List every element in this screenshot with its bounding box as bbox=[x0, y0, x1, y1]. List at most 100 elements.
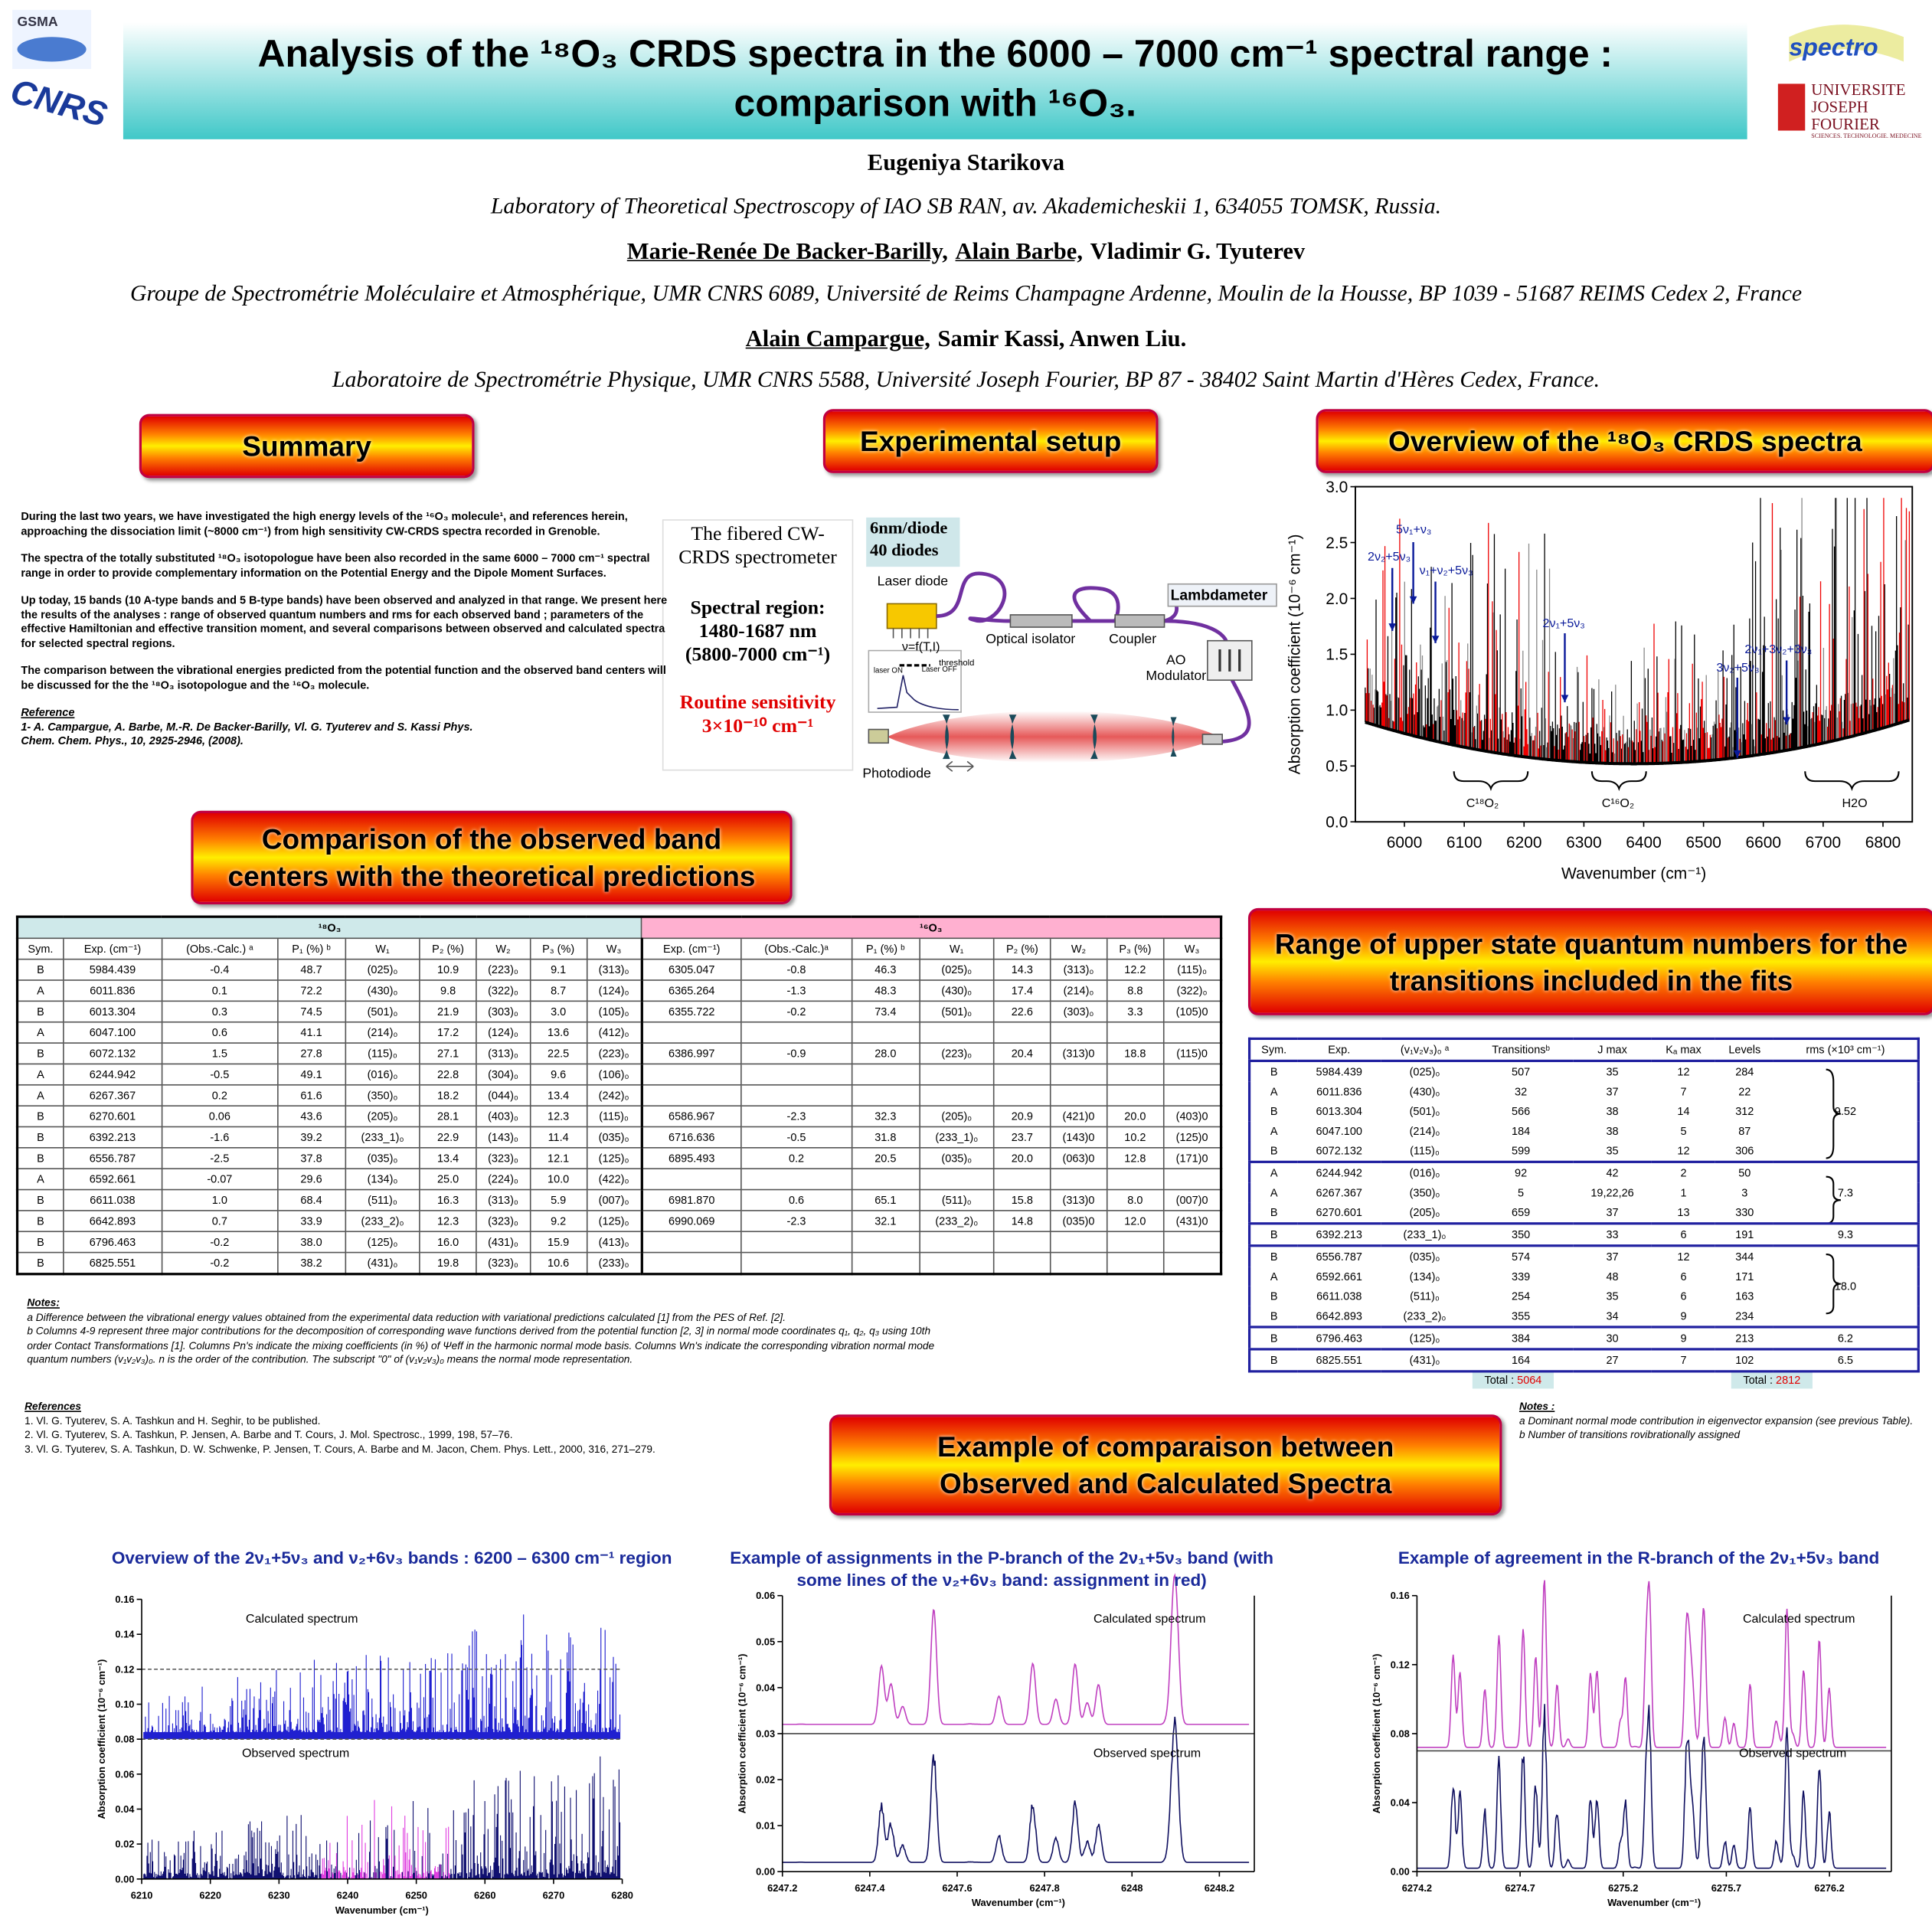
cell: 163 bbox=[1735, 1290, 1754, 1303]
cell: (223)₀ bbox=[586, 1042, 642, 1065]
total-label: Total : bbox=[1743, 1374, 1773, 1387]
annotation: C¹⁶O₂ bbox=[1602, 796, 1634, 810]
table-row: A 6244.942 (016)₀ 92 42 2 50 7.3 bbox=[1249, 1160, 1919, 1224]
cell: A bbox=[16, 1063, 64, 1086]
column-header: P₂ (%) bbox=[419, 937, 477, 960]
cell: 8.8 bbox=[1106, 979, 1165, 1002]
cell bbox=[851, 1063, 920, 1086]
arrow-head bbox=[1733, 750, 1741, 758]
cell: (035)₀ bbox=[344, 1147, 421, 1169]
cell: 9.1 bbox=[529, 958, 587, 981]
cell: 10.6 bbox=[529, 1251, 587, 1275]
cell: 339 bbox=[1512, 1270, 1531, 1283]
cell: 33 bbox=[1573, 1222, 1652, 1246]
cell bbox=[1106, 1063, 1165, 1086]
cell: 3 bbox=[1741, 1186, 1748, 1199]
cell: 34 bbox=[1606, 1309, 1619, 1322]
cell: (233_2)₀ bbox=[918, 1210, 995, 1233]
rms-cell: 6.5 bbox=[1773, 1348, 1919, 1371]
cell: 6355.722 bbox=[640, 1000, 742, 1023]
cell bbox=[851, 1168, 920, 1191]
cell: 6244.942 bbox=[1297, 1160, 1381, 1183]
x-tick-label: 6300 bbox=[1566, 834, 1602, 852]
cell: (171)0 bbox=[1162, 1147, 1222, 1169]
cell: 22 bbox=[1738, 1085, 1751, 1098]
author-line: Eugeniya Starikova bbox=[0, 150, 1932, 177]
cell bbox=[640, 1084, 742, 1107]
x-tick-label: 6247.8 bbox=[1029, 1882, 1059, 1894]
x-tick-label: 6276.2 bbox=[1814, 1882, 1844, 1894]
cell: 19.8 bbox=[419, 1251, 477, 1275]
y-tick-label: 0.12 bbox=[115, 1663, 134, 1675]
x-tick-label: 6500 bbox=[1685, 834, 1721, 852]
cell: (511)₀ bbox=[1410, 1290, 1440, 1303]
cell: 15.8 bbox=[993, 1188, 1051, 1211]
group-row: ¹⁸O₃ ¹⁶O₃ bbox=[16, 916, 1222, 940]
cell: 48.7 bbox=[276, 958, 346, 981]
cell bbox=[993, 1168, 1051, 1191]
cell: B bbox=[1270, 1290, 1278, 1303]
cell: 35 bbox=[1573, 1059, 1652, 1082]
cell: 6 bbox=[1680, 1270, 1687, 1283]
cell: 46.3 bbox=[851, 958, 920, 981]
cell: 5984.439 bbox=[1297, 1059, 1381, 1082]
table-row: B 5984.439 (025)₀ 507 35 12 284 9.52 bbox=[1249, 1059, 1919, 1162]
plot-frame bbox=[1354, 485, 1914, 823]
spectrum bbox=[1369, 498, 1906, 764]
x-tick-label: 6200 bbox=[1506, 834, 1542, 852]
cell: (224)₀ bbox=[476, 1168, 531, 1191]
table-row: B 6072.132 1.5 27.8 (115)₀ 27.1 (313)₀ 22.5 (223… bbox=[16, 1042, 1222, 1065]
cell: 6365.264 bbox=[640, 979, 742, 1002]
cell: 6072.132 bbox=[1316, 1144, 1362, 1157]
cell: 164 bbox=[1468, 1348, 1574, 1371]
y-tick-label: 0.02 bbox=[756, 1774, 775, 1786]
y-axis-label: Absorption coefficient (10⁻⁶ cm⁻¹) bbox=[96, 1659, 107, 1819]
cell: 599 bbox=[1512, 1144, 1531, 1157]
cell: 92 bbox=[1468, 1160, 1574, 1183]
label: Laser OFF bbox=[921, 666, 957, 675]
cell: (035)₀ bbox=[918, 1147, 995, 1169]
y-axis-label: Absorption coefficient (10⁻⁶ cm⁻¹) bbox=[736, 1654, 747, 1814]
x-tick-label: 6210 bbox=[131, 1890, 153, 1901]
cell: (323)₀ bbox=[476, 1147, 531, 1169]
logo-text: UNIVERSITE bbox=[1811, 80, 1906, 99]
logo-gsma: GSMA bbox=[17, 15, 58, 30]
cell: (214)₀ bbox=[1049, 979, 1108, 1002]
cell bbox=[640, 1168, 742, 1191]
cell: 48 bbox=[1606, 1270, 1619, 1283]
cell: 16.3 bbox=[419, 1188, 477, 1211]
cell: (115)₀ bbox=[344, 1042, 421, 1065]
cell bbox=[1162, 1251, 1222, 1275]
cell: (313)0 bbox=[1049, 1188, 1108, 1211]
cell: 6 bbox=[1651, 1222, 1716, 1246]
cell: 6825.551 bbox=[62, 1251, 163, 1275]
paragraph: The spectra of the totally substituted ¹… bbox=[21, 551, 650, 579]
arrow-head bbox=[1431, 636, 1440, 643]
cell: 0.2 bbox=[161, 1084, 279, 1107]
x-tick-label: 6220 bbox=[199, 1890, 221, 1901]
ao-lines bbox=[1218, 649, 1241, 672]
cell: 6267.367 bbox=[1316, 1186, 1362, 1199]
rms-cell: 9.3 bbox=[1773, 1222, 1919, 1246]
cell: A bbox=[1270, 1125, 1278, 1138]
y-tick-label: 0.5 bbox=[1326, 758, 1348, 776]
annotation: ν₁+ν₂+5ν₃ bbox=[1420, 564, 1473, 577]
cell: 6072.132 bbox=[62, 1042, 163, 1065]
note: a Dominant normal mode contribution in e… bbox=[1518, 1414, 1914, 1427]
heading-text: transitions included in the fits bbox=[1389, 964, 1793, 996]
cell: 6267.367 bbox=[62, 1084, 163, 1107]
cell: (125)₀ bbox=[586, 1147, 642, 1169]
cell: B bbox=[1270, 1206, 1278, 1219]
panel-label: Observed spectrum bbox=[1093, 1747, 1201, 1760]
x-tick-label: 6800 bbox=[1865, 834, 1901, 852]
spectrum bbox=[1417, 1580, 1887, 1748]
cell: B bbox=[1270, 1144, 1278, 1157]
cell: A bbox=[1270, 1186, 1278, 1199]
cell: (313)₀ bbox=[476, 1042, 531, 1065]
cell: (322)₀ bbox=[1162, 979, 1222, 1002]
group-header: ¹⁸O₃ bbox=[16, 916, 642, 940]
group-header: ¹⁶O₃ bbox=[640, 916, 1222, 940]
total-value: 2812 bbox=[1776, 1374, 1801, 1387]
cell: 32.3 bbox=[851, 1105, 920, 1128]
cell: 38 bbox=[1606, 1125, 1619, 1138]
